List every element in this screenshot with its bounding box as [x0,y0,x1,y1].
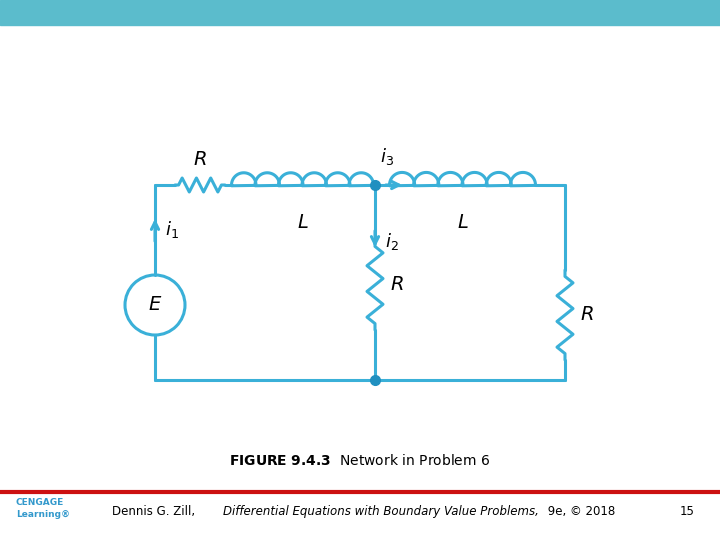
Text: $R$: $R$ [580,306,594,325]
Text: Differential Equations with Boundary Value Problems,: Differential Equations with Boundary Val… [223,505,539,518]
Text: CENGAGE: CENGAGE [16,498,64,507]
Text: 9e, © 2018: 9e, © 2018 [544,505,615,518]
Text: $i_2$: $i_2$ [385,232,399,253]
Text: $L$: $L$ [456,213,468,232]
Text: $i_1$: $i_1$ [165,219,179,240]
Text: Learning®: Learning® [16,510,70,518]
Text: $\mathbf{FIGURE\ 9.4.3}$  Network in Problem 6: $\mathbf{FIGURE\ 9.4.3}$ Network in Prob… [230,453,490,468]
Text: $L$: $L$ [297,213,308,232]
Text: $i_3$: $i_3$ [380,146,394,167]
Text: $R$: $R$ [390,275,404,294]
Bar [0,0,720,25]
Text: Dennis G. Zill,: Dennis G. Zill, [112,505,199,518]
Text: 15: 15 [679,505,694,518]
Text: $R$: $R$ [193,150,207,169]
Bar [0,492,720,540]
Text: $E$: $E$ [148,295,162,314]
